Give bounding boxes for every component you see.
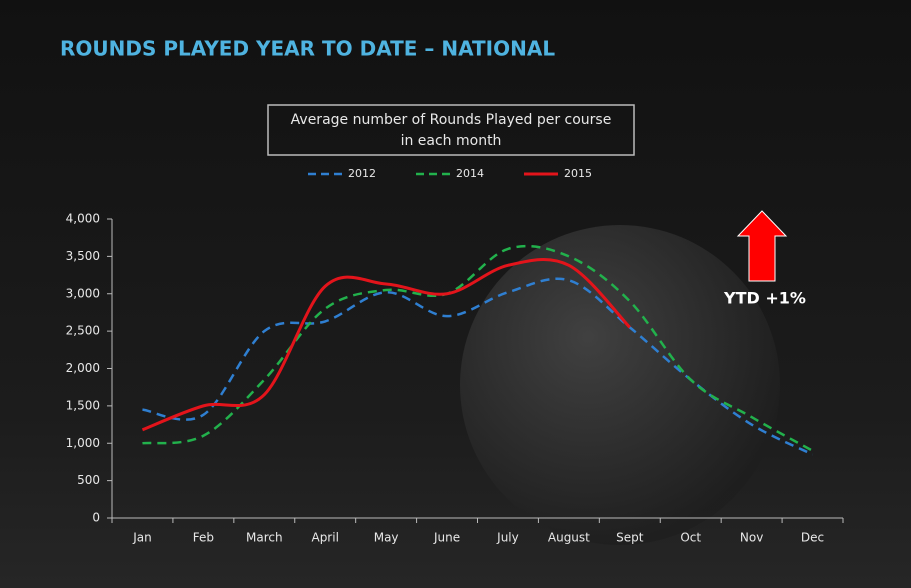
y-tick-label: 4,000 [66, 212, 100, 226]
x-tick-label: May [374, 531, 399, 545]
y-tick-label: 1,500 [66, 398, 100, 412]
x-tick-label: Feb [193, 531, 214, 545]
x-tick-label: Oct [680, 531, 701, 545]
x-tick-label: April [311, 531, 338, 545]
y-tick-label: 0 [92, 511, 100, 525]
golf-ball [460, 225, 780, 545]
subtitle: in each month [401, 133, 502, 149]
y-tick-label: 2,500 [66, 324, 100, 338]
legend-label: 2015 [564, 167, 592, 180]
x-tick-label: March [246, 531, 283, 545]
series-line [142, 244, 814, 452]
y-tick-label: 3,000 [66, 286, 100, 300]
x-tick-label: June [433, 531, 460, 545]
y-tick-label: 3,500 [66, 249, 100, 263]
chart-title: ROUNDS PLAYED YEAR TO DATE – NATIONAL [60, 37, 555, 61]
y-tick-label: 500 [77, 473, 100, 487]
legend-label: 2012 [348, 167, 376, 180]
y-tick-label: 2,000 [66, 361, 100, 375]
x-tick-label: Jan [132, 531, 152, 545]
x-tick-label: July [496, 531, 519, 545]
annotation: YTD +1% [723, 289, 806, 308]
x-tick-label: Sept [616, 531, 644, 545]
up-arrow [736, 210, 788, 282]
x-tick-label: Nov [740, 531, 763, 545]
y-tick-label: 1,000 [66, 436, 100, 450]
subtitle: Average number of Rounds Played per cour… [291, 112, 612, 128]
legend-label: 2014 [456, 167, 484, 180]
series-line [141, 258, 631, 432]
subtitle-box [267, 104, 635, 156]
x-tick-label: August [548, 531, 590, 545]
x-tick-label: Dec [801, 531, 824, 545]
